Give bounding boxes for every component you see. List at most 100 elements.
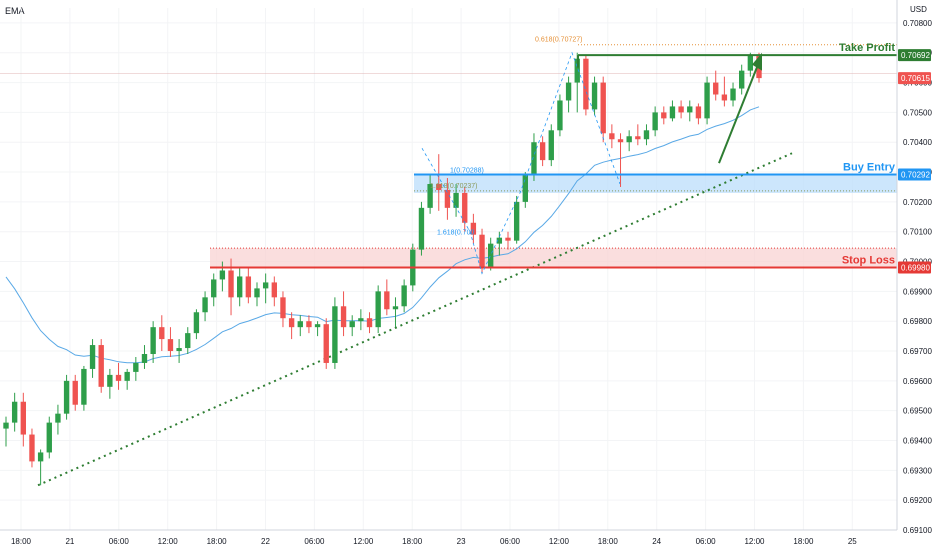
bullish-candle — [176, 339, 182, 363]
x-tick-label: 18:00 — [402, 537, 423, 546]
candle-body — [513, 201, 520, 241]
candle-body — [29, 434, 35, 462]
bearish-candle — [20, 392, 26, 447]
price-tag-label: 0.70692 — [901, 51, 930, 60]
bearish-candle — [245, 267, 252, 304]
stop-loss-label: Stop Loss — [842, 255, 895, 267]
price-tag-bg — [898, 49, 931, 62]
bearish-candle — [635, 124, 641, 146]
bearish-candle — [29, 428, 35, 468]
bearish-candle — [167, 327, 174, 357]
candle-body — [323, 324, 329, 363]
bearish-candle — [115, 362, 122, 390]
candle-body — [557, 100, 563, 131]
candle-body — [20, 401, 26, 435]
bullish-candle — [63, 374, 70, 420]
bearish-candle — [695, 103, 702, 125]
candle-body — [159, 327, 165, 340]
candle-body — [211, 279, 217, 298]
x-tick-label: 06:00 — [109, 537, 130, 546]
bearish-candle — [384, 279, 390, 316]
bearish-candle — [159, 315, 165, 352]
bearish-candle — [72, 374, 78, 411]
bullish-candle — [124, 368, 130, 390]
bearish-candle — [366, 312, 373, 334]
candle-body — [436, 183, 442, 190]
candle-body — [444, 189, 451, 208]
candle-body — [358, 318, 364, 322]
candle-body — [107, 374, 113, 387]
bearish-candle — [340, 291, 347, 337]
candle-body — [643, 130, 650, 140]
candle-body — [167, 339, 174, 352]
fib-swing-path — [421, 51, 621, 275]
x-tick-label: 12:00 — [549, 537, 570, 546]
candles — [3, 52, 762, 486]
candle-body — [72, 380, 78, 405]
candle-body — [314, 324, 321, 328]
bullish-candle — [11, 392, 18, 432]
bullish-candle — [626, 130, 632, 152]
bullish-candle — [531, 133, 537, 182]
candle-body — [262, 282, 269, 289]
buy-entry-label: Buy Entry — [843, 161, 896, 173]
candle-body — [687, 106, 693, 113]
bullish-candle — [193, 309, 200, 340]
candle-body — [228, 270, 234, 298]
candle-body — [176, 348, 182, 352]
bearish-candle — [713, 70, 719, 101]
bearish-candle — [721, 76, 728, 107]
bullish-candle — [747, 52, 754, 77]
candle-body — [193, 312, 200, 334]
bullish-candle — [185, 327, 191, 355]
price-tag-label: 0.70615 — [901, 74, 930, 83]
y-tick-label: 0.70200 — [903, 198, 932, 207]
candle-body — [297, 321, 303, 328]
candle-body — [418, 207, 425, 250]
candle-body — [600, 82, 606, 134]
uptrend-line — [37, 152, 793, 487]
candle-body — [591, 82, 598, 110]
price-tag: 0.70615 — [898, 72, 931, 85]
candle-body — [115, 374, 122, 381]
candle-body — [3, 422, 9, 429]
y-tick-label: 0.69800 — [903, 317, 932, 326]
candle-body — [133, 362, 139, 372]
candle-body — [237, 276, 243, 298]
time-axis[interactable]: 18:00 21 06:00 12:00 18:00 22 06:00 12:00 18:00 2… — [0, 529, 897, 546]
bullish-candle — [669, 100, 676, 122]
bullish-candle — [211, 273, 217, 307]
bullish-candle — [643, 124, 650, 146]
bearish-candle — [271, 276, 277, 307]
bullish-candle — [332, 297, 338, 369]
x-tick-label: 24 — [652, 537, 661, 546]
bullish-candle — [314, 321, 321, 337]
bullish-candle — [687, 100, 693, 122]
sell-zone — [210, 248, 897, 268]
x-tick-label: 23 — [457, 537, 466, 546]
candle-body — [245, 276, 252, 298]
candle-body — [202, 297, 208, 313]
bullish-candle — [375, 285, 381, 334]
candle-body — [652, 112, 658, 131]
bullish-candle — [739, 64, 745, 95]
bearish-candle — [479, 228, 485, 274]
candle-body — [46, 422, 52, 453]
bullish-candle — [453, 183, 459, 217]
x-tick-label: 06:00 — [304, 537, 325, 546]
candle-body — [81, 368, 87, 405]
candle-body — [496, 237, 503, 244]
price-tag: 0.70292 — [898, 168, 931, 181]
price-tag-bg — [898, 261, 931, 274]
bearish-candle — [436, 154, 442, 211]
candle-body — [401, 285, 407, 307]
bullish-candle — [401, 279, 407, 313]
bullish-candle — [55, 404, 61, 435]
candle-body — [55, 413, 61, 423]
candle-body — [124, 371, 130, 381]
bearish-candle — [288, 312, 295, 340]
candle-body — [63, 380, 70, 414]
y-tick-label: 0.69300 — [903, 466, 932, 475]
price-axis[interactable]: USD0.708000.707000.706000.705000.704000.… — [896, 0, 932, 535]
